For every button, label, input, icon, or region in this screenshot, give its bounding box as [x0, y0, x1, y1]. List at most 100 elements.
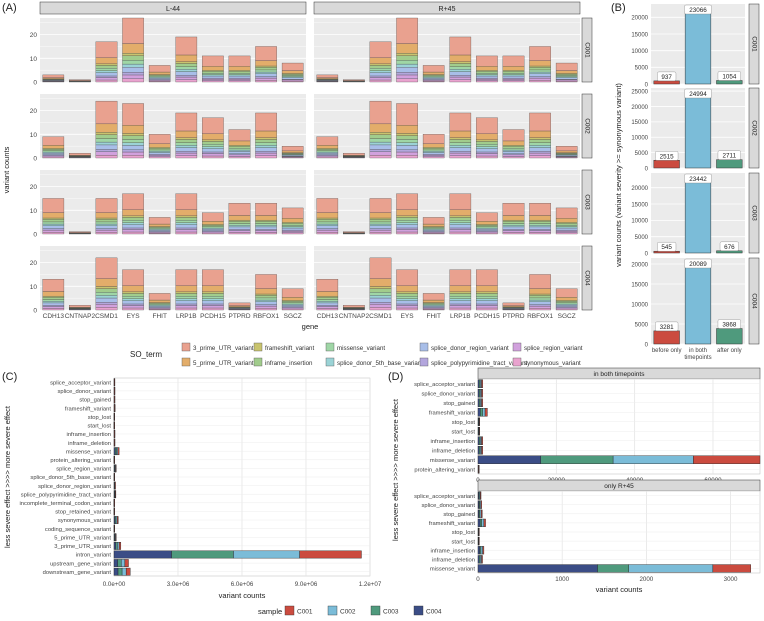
bar-segment: [449, 307, 472, 311]
bar-segment: [95, 75, 118, 78]
bar-segment: [396, 298, 418, 301]
bar-segment: [175, 296, 198, 299]
bar-segment: [202, 117, 224, 134]
legend-swatch: [370, 605, 381, 616]
y-tick-label: 0: [645, 82, 649, 88]
bar-segment: [369, 141, 392, 146]
bar-segment: [148, 293, 171, 301]
y-tick-label: 25000: [631, 89, 648, 95]
y-tick-label: inframe_insertion: [431, 439, 475, 445]
bar-segment: [175, 137, 198, 140]
y-axis-title: variant counts (variant severity >= syno…: [614, 83, 623, 267]
bar-segment: [42, 295, 65, 298]
bar-segment: [42, 136, 65, 146]
bar-segment: [369, 302, 392, 305]
bar-segment: [529, 76, 551, 79]
x-axis-title: variant counts: [219, 591, 266, 600]
bar-segment: [175, 303, 198, 306]
bar-segment: [343, 79, 365, 81]
bar-segment: [42, 149, 65, 151]
y-tick-label: 5_prime_UTR_variant: [54, 535, 111, 541]
bar-segment: [481, 509, 483, 518]
bar-segment: [479, 518, 482, 527]
bar-segment: [122, 215, 144, 218]
bar-segment: [202, 293, 224, 297]
y-tick-label: 0: [33, 232, 37, 239]
bar-segment: [396, 269, 418, 286]
x-tick-label: timepoints: [684, 355, 711, 361]
bar-segment: [255, 232, 277, 235]
bar-segment: [369, 138, 392, 143]
bar-segment: [175, 155, 198, 159]
bar-segment: [122, 67, 144, 73]
bar-segment: [316, 223, 339, 226]
bar-segment: [369, 68, 392, 71]
bar-segment: [117, 447, 120, 456]
bar-segment: [693, 455, 761, 464]
x-tick-label: RBFOX1: [527, 313, 553, 320]
bar-segment: [396, 305, 418, 309]
bar-segment: [369, 286, 392, 289]
bar-segment: [555, 79, 578, 82]
bar-segment: [228, 77, 251, 80]
bar-segment: [122, 43, 144, 54]
bar-segment: [281, 229, 304, 232]
bar-segment: [148, 230, 171, 232]
x-tick-label: PTPRD: [502, 313, 524, 320]
facet-strip-label: C004: [583, 270, 590, 286]
bar-segment: [316, 302, 339, 306]
y-tick-label: intron_variant: [76, 553, 112, 559]
bar-segment: [449, 229, 472, 233]
bar-segment: [477, 546, 480, 555]
bar-segment: [113, 473, 115, 481]
bar-segment: [476, 146, 498, 149]
x-tick-label: LRP1B: [176, 313, 197, 320]
bar-segment: [369, 212, 392, 219]
bar-segment: [449, 69, 472, 72]
bar-segment: [113, 455, 115, 464]
bar-segment: [396, 53, 418, 56]
bar-segment: [555, 222, 578, 224]
bar-segment: [422, 148, 445, 151]
legend-swatch: [181, 357, 191, 367]
y-tick-label: 10: [30, 56, 38, 63]
bar-segment: [175, 147, 198, 152]
bar-segment: [369, 304, 392, 308]
bar-segment: [502, 203, 525, 216]
bar-segment: [555, 229, 578, 232]
bar-segment: [396, 296, 418, 299]
facet-strip-label: C001: [750, 36, 757, 52]
bar-segment: [228, 230, 251, 233]
bar-segment: [484, 408, 488, 417]
bar-segment: [175, 307, 198, 311]
bar-segment: [175, 79, 198, 83]
x-tick-label: 0.0e+00: [103, 581, 126, 588]
bar-segment: [42, 212, 65, 219]
bar-segment: [114, 481, 116, 490]
y-tick-label: inframe_deletion: [432, 558, 475, 564]
bar-segment: [281, 230, 304, 233]
bar-segment: [449, 76, 472, 80]
bar-segment: [202, 72, 224, 75]
bar-segment: [95, 57, 118, 65]
bar-segment: [555, 218, 578, 223]
bar-segment: [502, 305, 525, 307]
bar-segment: [502, 215, 525, 221]
bar-segment: [114, 404, 116, 412]
bar-segment: [396, 209, 418, 217]
bar-segment: [114, 387, 116, 395]
bar-segment: [228, 219, 251, 222]
bar-segment: [42, 198, 65, 213]
data-label: 3868: [722, 322, 737, 329]
bar-segment: [202, 303, 224, 306]
bar-segment: [122, 307, 144, 311]
legend-swatch: [284, 605, 295, 616]
y-tick-label: protein_altering_variant: [50, 458, 111, 464]
bar-segment: [369, 228, 392, 231]
bar-segment: [502, 77, 525, 80]
bar: [684, 263, 712, 345]
bar-segment: [555, 77, 578, 80]
x-tick-label: EYS: [127, 313, 141, 320]
bar-segment: [449, 224, 472, 229]
bar-segment: [396, 55, 418, 61]
